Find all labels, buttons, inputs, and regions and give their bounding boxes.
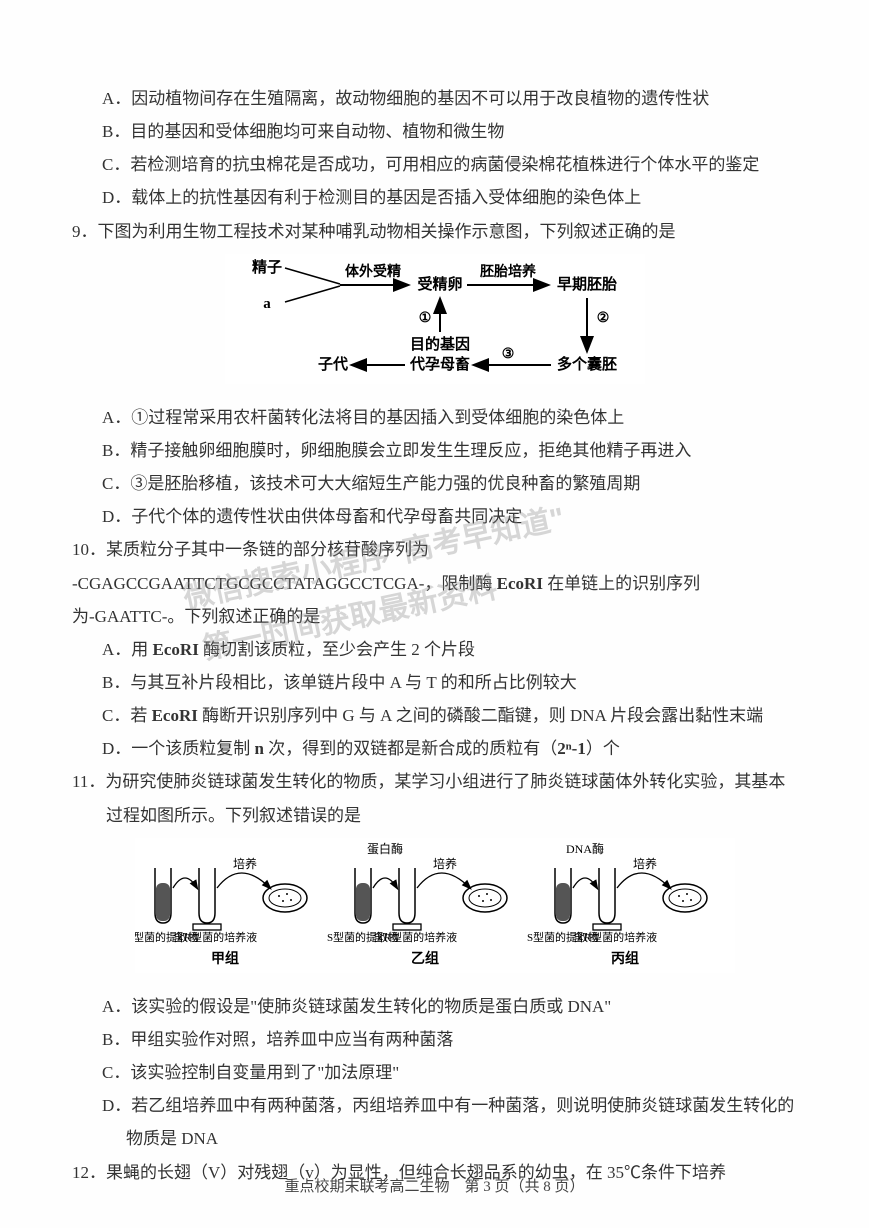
svg-text:DNA酶: DNA酶 bbox=[566, 841, 604, 856]
svg-text:①: ① bbox=[418, 311, 431, 326]
t: D．一个该质粒复制 bbox=[102, 739, 255, 758]
svg-text:含R型菌的培养液: 含R型菌的培养液 bbox=[572, 930, 656, 944]
q11-stem: 11．为研究使肺炎链球菌发生转化的物质，某学习小组进行了肺炎链球菌体外转化实验，… bbox=[72, 765, 797, 831]
svg-text:甲组: 甲组 bbox=[211, 950, 239, 967]
q10-A: A．用 EcoRI 酶切割该质粒，至少会产生 2 个片段 bbox=[72, 633, 797, 666]
svg-text:培养: 培养 bbox=[232, 856, 256, 871]
t: ，限制酶 bbox=[424, 574, 496, 593]
svg-text:③: ③ bbox=[501, 347, 514, 362]
svg-text:培养: 培养 bbox=[632, 856, 656, 871]
t: 酶切割该质粒，至少会产生 2 个片段 bbox=[199, 640, 475, 659]
n: n bbox=[255, 739, 264, 758]
svg-text:子代: 子代 bbox=[317, 355, 347, 373]
opt-B: B．目的基因和受体细胞均可来自动物、植物和微生物 bbox=[72, 115, 797, 148]
svg-text:含R型菌的培养液: 含R型菌的培养液 bbox=[372, 930, 456, 944]
q9-figure: 精子 a 体外受精 受精卵 胚胎培养 早期胚胎 ① 目的基因 ② 多个囊胚 bbox=[72, 254, 797, 395]
t: 。下列叙述正确的是 bbox=[167, 607, 320, 626]
q10-B: B．与其互补片段相比，该单链片段中 A 与 T 的和所占比例较大 bbox=[72, 666, 797, 699]
svg-text:含R型菌的培养液: 含R型菌的培养液 bbox=[172, 930, 256, 944]
svg-text:②: ② bbox=[596, 311, 609, 326]
q10-seq-line: -CGAGCCGAATTCTGCGCCTATAGGCCTCGA-，限制酶 Eco… bbox=[72, 567, 797, 600]
svg-text:精子: 精子 bbox=[251, 258, 281, 276]
q11-C: C．该实验控制自变量用到了"加法原理" bbox=[72, 1056, 797, 1089]
exam-page: A．因动植物间存在生殖隔离，故动物细胞的基因不可以用于改良植物的遗传性状 B．目… bbox=[0, 0, 869, 1228]
t: 在单链上的识别序列 bbox=[543, 574, 700, 593]
q10-stem-l1: 10．某质粒分子其中一条链的部分核苷酸序列为 bbox=[72, 533, 797, 566]
q11-B: B．甲组实验作对照，培养皿中应当有两种菌落 bbox=[72, 1023, 797, 1056]
q9-flow-svg: 精子 a 体外受精 受精卵 胚胎培养 早期胚胎 ① 目的基因 ② 多个囊胚 bbox=[225, 254, 645, 384]
svg-text:培养: 培养 bbox=[432, 856, 456, 871]
svg-text:受精卵: 受精卵 bbox=[417, 275, 462, 293]
q9-B: B．精子接触卵细胞膜时，卵细胞膜会立即发生生理反应，拒绝其他精子再进入 bbox=[72, 434, 797, 467]
expr: 2ⁿ-1 bbox=[557, 739, 586, 758]
enz: EcoRI bbox=[153, 640, 199, 659]
q11-A: A．该实验的假设是"使肺炎链球菌发生转化的物质是蛋白质或 DNA" bbox=[72, 990, 797, 1023]
q10-seq: -CGAGCCGAATTCTGCGCCTATAGGCCTCGA- bbox=[72, 574, 424, 593]
t: 酶断开识别序列中 G 与 A 之间的磷酸二酯键，则 DNA 片段会露出黏性末端 bbox=[198, 706, 763, 725]
svg-text:代孕母畜: 代孕母畜 bbox=[408, 355, 469, 373]
svg-text:a: a bbox=[263, 296, 271, 312]
t: C．若 bbox=[102, 706, 152, 725]
q10-enzyme: EcoRI bbox=[497, 574, 543, 593]
q11-svg: 培养 S型菌的提取物 含R型菌的培养液 甲组 蛋白酶 培养 bbox=[135, 838, 735, 973]
t: 次，得到的双链都是新合成的质粒有（ bbox=[264, 739, 557, 758]
svg-text:蛋白酶: 蛋白酶 bbox=[366, 841, 402, 856]
q10-stem-l3: 为-GAATTC-。下列叙述正确的是 bbox=[72, 600, 797, 633]
svg-text:早期胚胎: 早期胚胎 bbox=[556, 275, 616, 293]
opt-D: D．载体上的抗性基因有利于检测目的基因是否插入受体细胞的染色体上 bbox=[72, 181, 797, 214]
t: 为 bbox=[72, 607, 89, 626]
q11-figure: 培养 S型菌的提取物 含R型菌的培养液 甲组 蛋白酶 培养 bbox=[72, 838, 797, 984]
t: A．用 bbox=[102, 640, 153, 659]
q9-A: A．①过程常采用农杆菌转化法将目的基因插入到受体细胞的染色体上 bbox=[72, 401, 797, 434]
page-footer: 重点校期末联考高二生物 第 3 页（共 8 页） bbox=[0, 1173, 869, 1202]
q10-recog: -GAATTC- bbox=[89, 607, 167, 626]
svg-text:目的基因: 目的基因 bbox=[409, 335, 469, 353]
svg-text:体外受精: 体外受精 bbox=[345, 263, 401, 280]
svg-text:丙组: 丙组 bbox=[611, 950, 639, 967]
q11-D: D．若乙组培养皿中有两种菌落，丙组培养皿中有一种菌落，则说明使肺炎链球菌发生转化… bbox=[72, 1089, 797, 1155]
svg-text:胚胎培养: 胚胎培养 bbox=[480, 263, 537, 280]
opt-A: A．因动植物间存在生殖隔离，故动物细胞的基因不可以用于改良植物的遗传性状 bbox=[72, 82, 797, 115]
svg-text:多个囊胚: 多个囊胚 bbox=[556, 355, 616, 373]
svg-text:乙组: 乙组 bbox=[411, 950, 439, 967]
t: ）个 bbox=[586, 739, 620, 758]
q10-D: D．一个该质粒复制 n 次，得到的双链都是新合成的质粒有（2ⁿ-1）个 bbox=[72, 732, 797, 765]
q9-C: C．③是胚胎移植，该技术可大大缩短生产能力强的优良种畜的繁殖周期 bbox=[72, 467, 797, 500]
enz: EcoRI bbox=[152, 706, 198, 725]
q9-stem: 9．下图为利用生物工程技术对某种哺乳动物相关操作示意图，下列叙述正确的是 bbox=[72, 215, 797, 248]
q10-C: C．若 EcoRI 酶断开识别序列中 G 与 A 之间的磷酸二酯键，则 DNA … bbox=[72, 699, 797, 732]
q9-D: D．子代个体的遗传性状由供体母畜和代孕母畜共同决定 bbox=[72, 500, 797, 533]
opt-C: C．若检测培育的抗虫棉花是否成功，可用相应的病菌侵染棉花植株进行个体水平的鉴定 bbox=[72, 148, 797, 181]
